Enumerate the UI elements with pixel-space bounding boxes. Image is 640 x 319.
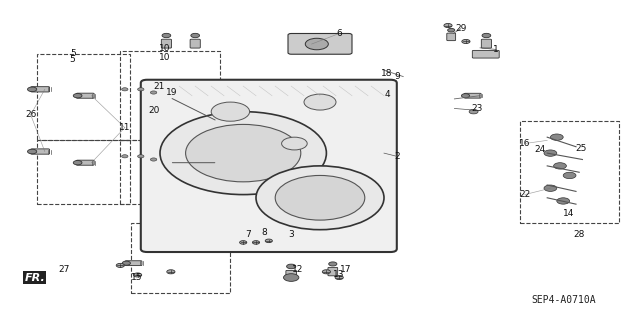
Circle shape [122, 155, 128, 158]
Text: 29: 29 [455, 24, 467, 33]
Text: 28: 28 [573, 230, 585, 239]
FancyBboxPatch shape [328, 267, 338, 276]
Circle shape [239, 241, 247, 244]
Circle shape [122, 88, 128, 91]
Text: 7: 7 [246, 230, 251, 239]
Circle shape [28, 87, 36, 92]
Text: 18: 18 [381, 69, 393, 78]
Circle shape [447, 28, 455, 32]
Circle shape [138, 88, 144, 91]
Circle shape [191, 33, 200, 38]
Circle shape [275, 175, 365, 220]
Text: 23: 23 [471, 104, 483, 113]
Text: 5: 5 [71, 49, 76, 58]
Circle shape [186, 124, 301, 182]
Text: 19: 19 [166, 88, 177, 97]
Circle shape [73, 93, 82, 98]
FancyBboxPatch shape [161, 39, 172, 48]
Text: 22: 22 [519, 190, 531, 199]
Circle shape [116, 263, 124, 267]
Text: 21: 21 [153, 82, 164, 91]
Circle shape [550, 134, 563, 140]
FancyBboxPatch shape [447, 33, 456, 41]
Text: 25: 25 [575, 144, 587, 153]
Text: 10: 10 [159, 44, 171, 53]
Text: 26: 26 [25, 110, 36, 119]
Circle shape [544, 150, 557, 156]
Circle shape [150, 158, 157, 161]
FancyBboxPatch shape [125, 261, 142, 266]
FancyBboxPatch shape [31, 149, 49, 154]
Text: 6: 6 [337, 29, 342, 38]
Circle shape [162, 33, 171, 38]
Text: 13: 13 [333, 270, 345, 279]
Circle shape [329, 262, 337, 266]
Circle shape [335, 276, 343, 279]
Bar [120, 51, 220, 140]
Text: 4: 4 [385, 90, 390, 99]
FancyBboxPatch shape [472, 50, 499, 58]
Circle shape [554, 163, 566, 169]
Circle shape [252, 241, 260, 244]
Circle shape [544, 185, 557, 191]
Text: 9: 9 [394, 72, 399, 81]
Circle shape [304, 94, 336, 110]
Circle shape [167, 270, 175, 274]
Text: 3: 3 [289, 230, 294, 239]
Circle shape [211, 102, 250, 121]
Circle shape [150, 91, 157, 94]
Circle shape [73, 160, 82, 165]
Circle shape [557, 198, 570, 204]
Circle shape [444, 24, 452, 27]
Text: 27: 27 [58, 265, 70, 274]
FancyBboxPatch shape [481, 39, 492, 48]
Circle shape [482, 33, 491, 38]
Text: 12: 12 [292, 265, 303, 274]
FancyBboxPatch shape [31, 87, 49, 92]
Text: 16: 16 [519, 139, 531, 148]
Circle shape [122, 261, 131, 265]
Circle shape [138, 155, 144, 158]
FancyBboxPatch shape [464, 93, 481, 98]
Circle shape [282, 137, 307, 150]
Circle shape [287, 264, 296, 269]
FancyBboxPatch shape [76, 93, 94, 98]
Text: 10: 10 [159, 53, 171, 62]
Text: SEP4-A0710A: SEP4-A0710A [531, 295, 596, 305]
Text: 1: 1 [493, 45, 499, 54]
Circle shape [563, 172, 576, 179]
Text: 14: 14 [563, 209, 574, 218]
Circle shape [284, 274, 299, 281]
Text: 15: 15 [131, 273, 142, 282]
Bar [131, 223, 230, 293]
Circle shape [462, 40, 470, 43]
FancyBboxPatch shape [286, 271, 296, 280]
Text: 11: 11 [119, 123, 131, 132]
Circle shape [305, 38, 328, 50]
Bar [520, 121, 619, 223]
FancyBboxPatch shape [190, 39, 200, 48]
Bar [37, 140, 130, 204]
Circle shape [461, 94, 470, 98]
Circle shape [469, 109, 478, 114]
Circle shape [265, 239, 273, 243]
Text: 8: 8 [262, 228, 267, 237]
Circle shape [256, 166, 384, 230]
Circle shape [323, 270, 330, 274]
Circle shape [134, 273, 141, 277]
Text: 2: 2 [394, 152, 399, 161]
Text: 24: 24 [534, 145, 545, 154]
FancyBboxPatch shape [76, 160, 94, 165]
Text: FR.: FR. [24, 272, 45, 283]
Text: 5: 5 [69, 55, 74, 63]
Bar [120, 140, 220, 204]
Circle shape [28, 149, 36, 154]
Circle shape [160, 112, 326, 195]
Text: 20: 20 [148, 106, 159, 115]
FancyBboxPatch shape [141, 80, 397, 252]
Text: 17: 17 [340, 265, 351, 274]
Bar [37, 54, 130, 140]
FancyBboxPatch shape [288, 33, 352, 54]
